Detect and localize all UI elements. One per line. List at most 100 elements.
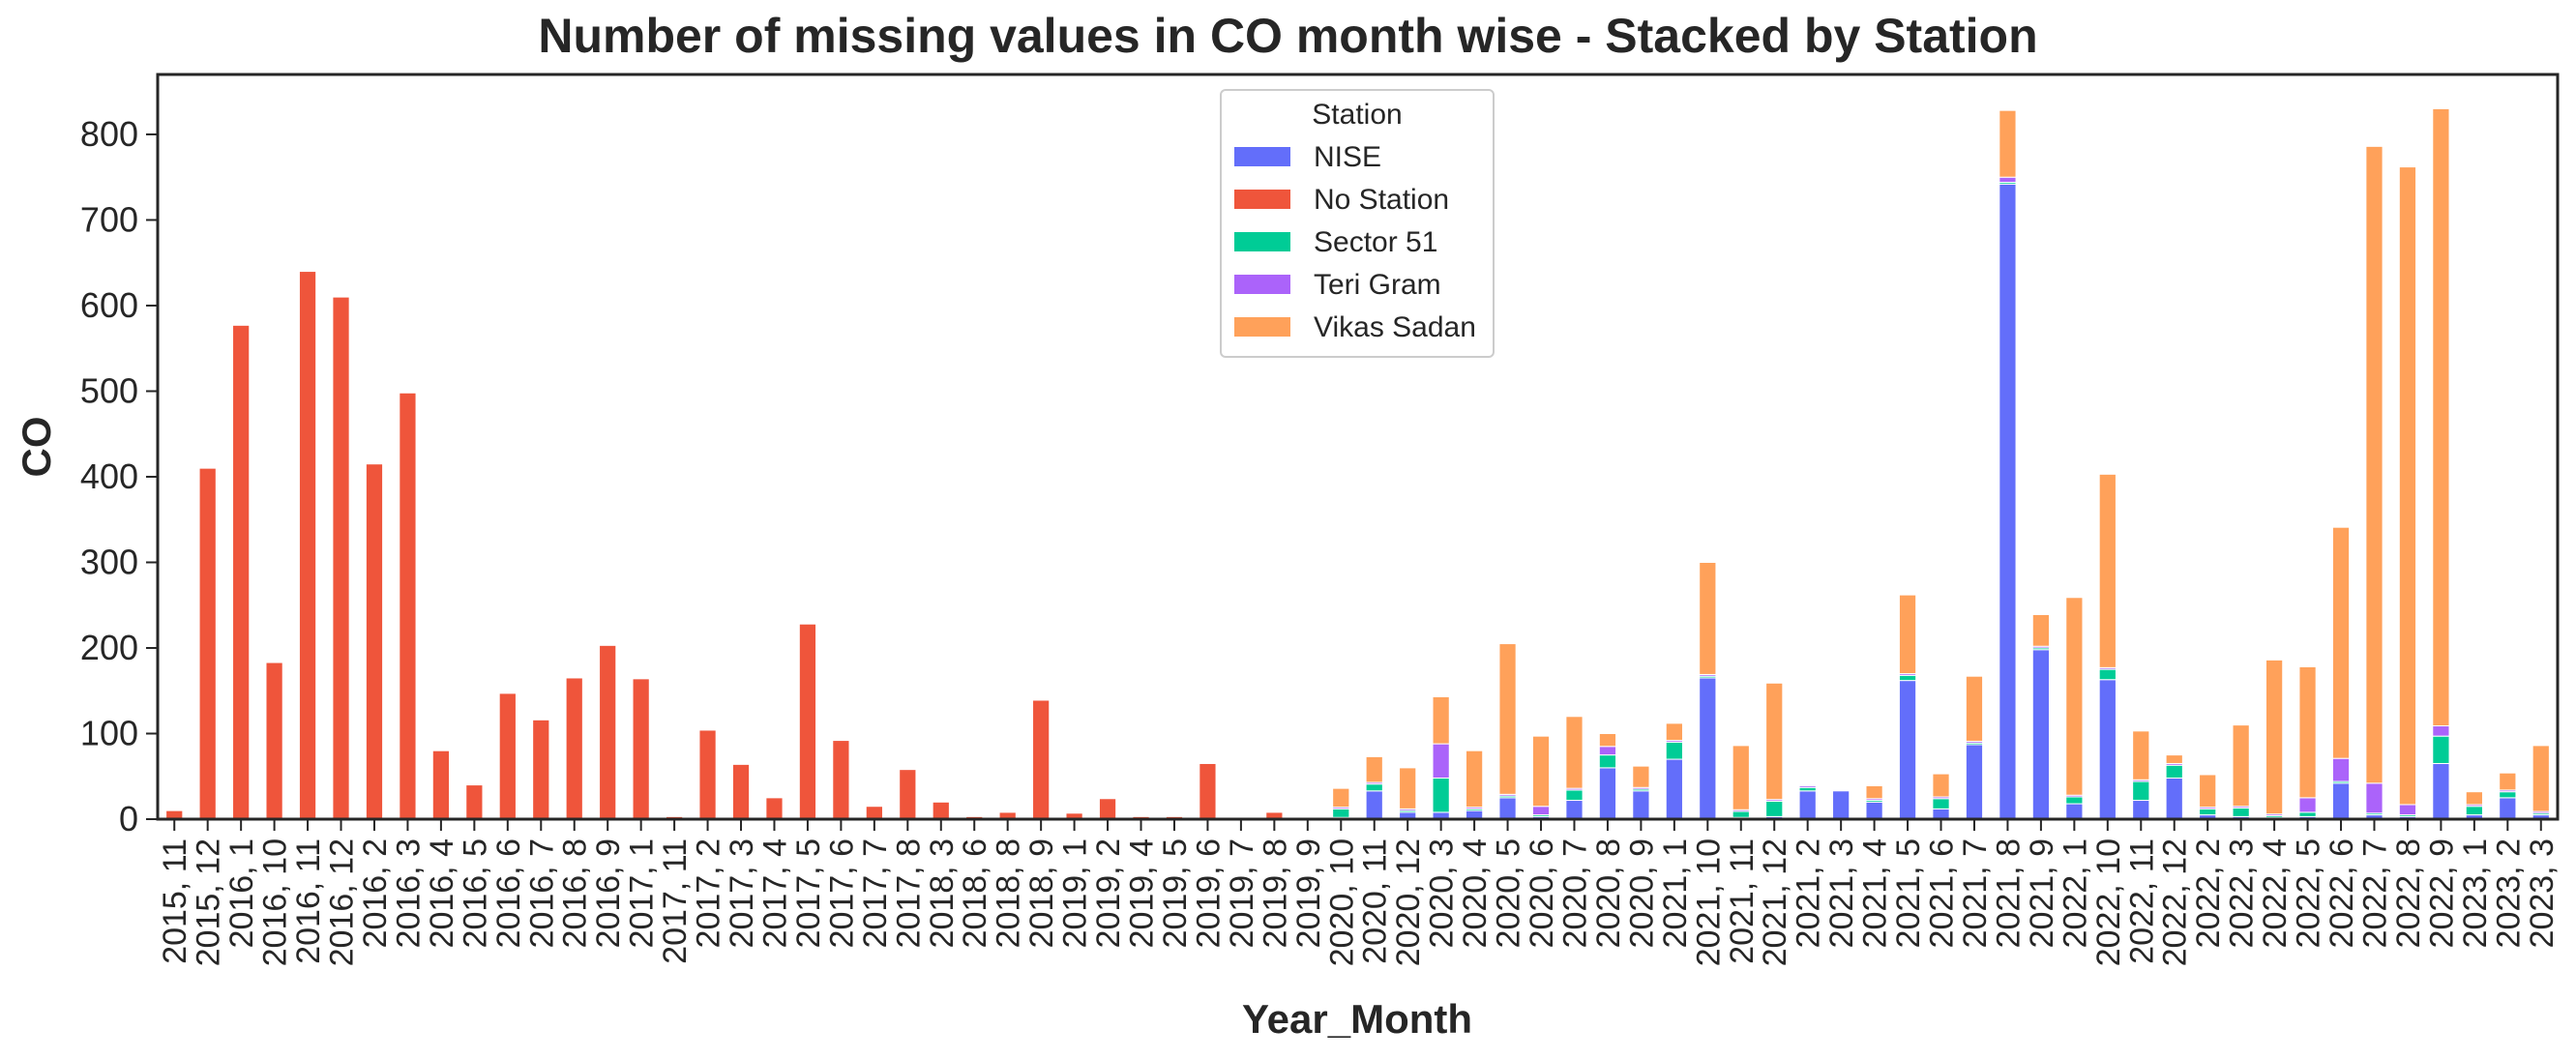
bar-segment	[1832, 790, 1851, 820]
bar-segment	[1098, 798, 1117, 820]
bar-segment	[765, 797, 784, 820]
x-tick-label: 2021, 12	[1757, 838, 1793, 966]
y-tick-label: 600	[80, 285, 138, 325]
bar-segment	[1565, 789, 1584, 802]
bar-segment	[498, 692, 517, 820]
bar-segment	[1965, 675, 1984, 742]
bar-segment	[1999, 109, 2017, 178]
legend-label: Sector 51	[1314, 226, 1437, 258]
x-tick-label: 2021, 4	[1857, 838, 1894, 948]
bar-segment	[2165, 764, 2183, 780]
bar-segment	[1898, 674, 1917, 682]
chart-title: Number of missing values in CO month wis…	[538, 9, 2038, 63]
x-tick-label: 2015, 12	[191, 838, 227, 966]
x-tick-label: 2021, 1	[1657, 838, 1694, 948]
x-tick-label: 2020, 10	[1323, 838, 1360, 966]
bar-segment	[1865, 784, 1883, 800]
bar-segment	[632, 678, 650, 820]
bar-segment	[1598, 754, 1617, 769]
bar-segment	[1598, 732, 1617, 748]
bar-segment	[1699, 561, 1717, 675]
legend: Station NISE No Station Sector 51 Teri Gram…	[1220, 89, 1495, 358]
bar-segment	[2065, 796, 2084, 805]
bar-segment	[1432, 778, 1450, 813]
legend-label: Teri Gram	[1314, 269, 1441, 301]
bar-segment	[2432, 735, 2450, 764]
bar-segment	[1699, 677, 1717, 820]
bar-segment	[1732, 745, 1750, 810]
bar-segment	[1465, 750, 1484, 809]
x-tick-label: 2021, 2	[1791, 838, 1827, 948]
bar-segment	[932, 801, 950, 820]
bar-segment	[2365, 145, 2384, 784]
x-tick-label: 2016, 7	[523, 838, 560, 948]
x-tick-label: 2022, 11	[2123, 838, 2160, 964]
y-tick-label: 500	[80, 370, 138, 410]
x-tick-label: 2020, 11	[1357, 838, 1394, 964]
x-tick-label: 2020, 9	[1623, 838, 1660, 948]
bar-segment	[465, 784, 484, 820]
legend-title: Station	[1312, 99, 1402, 131]
x-tick-label: 2022, 4	[2257, 838, 2294, 948]
x-tick-label: 2021, 3	[1823, 838, 1860, 948]
x-tick-label: 2022, 5	[2291, 838, 2327, 948]
bar-segment	[1332, 787, 1350, 809]
x-tick-label: 2018, 8	[991, 838, 1027, 948]
y-tick-label: 400	[80, 456, 138, 496]
x-tick-label: 2017, 8	[890, 838, 927, 948]
x-tick-label: 2017, 6	[823, 838, 860, 948]
bar-segment	[1898, 680, 1917, 820]
bar-segment	[1531, 806, 1551, 816]
x-tick-label: 2020, 5	[1491, 838, 1527, 948]
bar-segment	[2132, 780, 2150, 802]
bar-segment	[1798, 790, 1817, 820]
y-tick-label: 800	[80, 114, 138, 154]
bar-segment	[1498, 797, 1517, 820]
x-tick-label: 2018, 9	[1023, 838, 1060, 948]
x-tick-label: 2017, 3	[724, 838, 760, 948]
x-tick-label: 2021, 9	[2024, 838, 2060, 948]
x-tick-label: 2019, 7	[1224, 838, 1260, 948]
x-tick-label: 2021, 6	[1924, 838, 1961, 948]
bar-segment	[332, 296, 350, 820]
bar-segment	[1865, 801, 1883, 820]
bar-segment	[1632, 765, 1650, 788]
bar-segment	[2065, 803, 2084, 820]
bar-segment	[1365, 783, 1383, 792]
bar-segment	[2199, 774, 2217, 809]
x-tick-label: 2019, 8	[1257, 838, 1293, 948]
x-tick-label: 2023, 3	[2524, 838, 2561, 948]
x-tick-label: 2022, 7	[2356, 838, 2393, 948]
y-tick-label: 700	[80, 199, 138, 239]
bar-segment	[2098, 679, 2117, 820]
legend-swatch	[1234, 275, 1290, 294]
bar-segment	[1932, 808, 1950, 820]
bar-segment	[2031, 649, 2051, 820]
bar-segment	[1765, 682, 1784, 801]
bar-segment	[1432, 743, 1450, 780]
legend-label: NISE	[1314, 141, 1381, 173]
x-tick-label: 2016, 12	[324, 838, 361, 966]
bar-segment	[1365, 755, 1383, 783]
x-tick-label: 2017, 1	[624, 838, 661, 948]
bar-segment	[298, 271, 317, 820]
bar-segment	[698, 729, 717, 820]
x-tick-label: 2015, 11	[157, 838, 193, 964]
bar-segment	[1932, 773, 1950, 798]
bar-segment	[2265, 659, 2284, 815]
x-tick-label: 2020, 3	[1424, 838, 1461, 948]
x-tick-label: 2019, 6	[1190, 838, 1227, 948]
bar-segment	[2398, 804, 2417, 816]
bar-segment	[431, 750, 451, 820]
legend-label: Vikas Sadan	[1314, 311, 1476, 343]
bar-segment	[1332, 808, 1350, 818]
plot-frame	[156, 73, 2560, 821]
bar-segment	[1365, 790, 1383, 820]
x-tick-label: 2019, 9	[1290, 838, 1327, 948]
legend-swatch	[1234, 232, 1290, 251]
x-tick-label: 2021, 5	[1890, 838, 1927, 948]
x-tick-label: 2016, 11	[290, 838, 327, 964]
bar-segment	[1399, 767, 1417, 809]
